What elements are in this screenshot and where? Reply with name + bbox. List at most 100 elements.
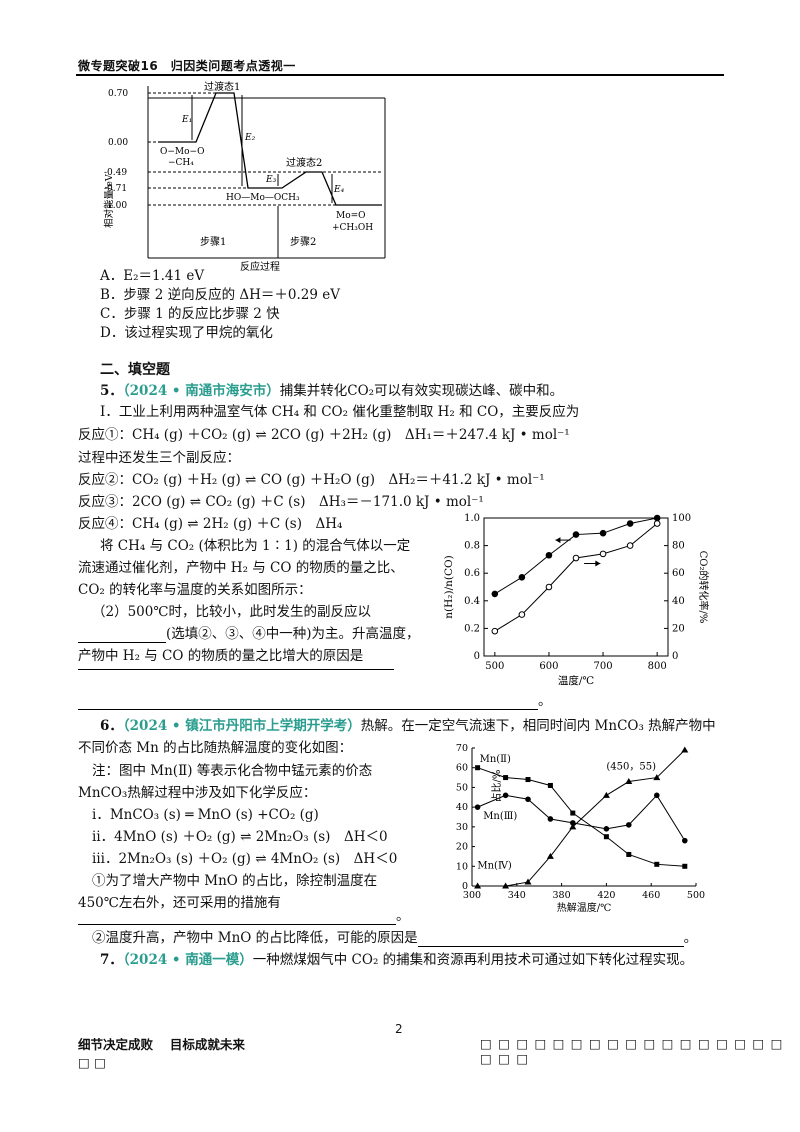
e4-label: E₄ [333, 185, 345, 195]
q4-option-c: C．步骤 1 的反应比步骤 2 快 [100, 306, 280, 322]
chart1-ytick-label: 0 [474, 651, 480, 662]
chart2-xtick-label: 500 [687, 890, 705, 901]
chart2-series-2-point [569, 823, 577, 830]
chart1-series-1-point [545, 583, 553, 591]
chart2-series-2-point [524, 878, 532, 885]
q6-reaction-ii: ⅱ．4MnO (s) ＋O₂ (g) ⇌ 2Mn₂O₃ (s) ΔH＜0 [92, 829, 388, 845]
chart2-series-1-point [502, 792, 509, 799]
chart1-y2tick-label: 40 [672, 596, 685, 607]
tick-neg-1-00: -1.00 [104, 201, 127, 211]
q6-blank-1[interactable] [78, 910, 396, 925]
q7-stem: 7．（2024 • 南通一模）一种燃煤烟气中 CO₂ 的捕集和资源再利用技术可通… [100, 951, 693, 969]
step2-label: 步骤2 [290, 236, 316, 248]
chart2-series-1-point [682, 837, 688, 844]
footer-left: 细节决定成败 目标成就未来 □ □ [78, 1036, 245, 1072]
chart1-series-1-point [518, 611, 526, 618]
chart1-arrow-right-head [595, 560, 601, 567]
chart1-series-0-point [599, 529, 607, 537]
chart2-series-2-point [602, 791, 610, 798]
ts2-label: 过渡态2 [286, 156, 322, 169]
chart2-series-0-point [547, 782, 553, 788]
q6-q1-line1: ①为了增大产物中 MnO 的占比，除控制温度在 [92, 873, 378, 889]
chart2-ytick-label: 30 [456, 822, 468, 833]
chart1-y2tick-label: 100 [672, 513, 691, 524]
e2-label: E₂ [244, 133, 256, 143]
chart2-ytick-label: 50 [456, 782, 468, 793]
q5-blank-2[interactable] [78, 655, 394, 670]
chart1-series-1-point [599, 550, 607, 558]
chart1-series-1-point [491, 627, 499, 635]
tick-neg-0-49: -0.49 [104, 168, 127, 178]
chart2-series-2-point [625, 778, 633, 785]
footer-slogan: 细节决定成败 目标成就未来 [78, 1037, 245, 1052]
chart1-arrow-left-head [555, 537, 561, 544]
q6-stem: 6．（2024 • 镇江市丹阳市上学期开学考）热解。在一定空气流速下，相同时间内… [100, 717, 716, 735]
chart1-ytick-label: 1.0 [464, 513, 480, 524]
chart1-xlabel: 温度/℃ [558, 674, 595, 687]
footer-right: □ □ □ □ □ □ □ □ □ □ □ □ □ □ □ □ □ □ □ □ [480, 1036, 784, 1066]
chart1-ytick-label: 0.6 [464, 568, 480, 579]
q5-reaction-3: 反应③：2CO (g) ⇌ CO₂ (g) ＋C (s) ΔH₃＝－171.0 … [78, 494, 484, 510]
chart2-series-1-point [570, 820, 576, 826]
e1-label: E₁ [181, 115, 192, 125]
q5-side-reactions: 过程中还发生三个副反应： [78, 450, 240, 466]
q5-part1: Ⅰ．工业上利用两种温室气体 CH₄ 和 CO₂ 催化重整制取 H₂ 和 CO，主… [100, 404, 580, 420]
e3-label: E₃ [265, 175, 277, 185]
q5-q2-line3: 产物中 H₂ 与 CO 的物质的量之比增大的原因是 [78, 648, 364, 664]
chart2-series-2-point [474, 882, 482, 889]
q5-para-3: CO₂ 的转化率与温度的关系如图所示： [78, 582, 312, 598]
chart1-xtick-label: 700 [594, 661, 613, 672]
chart1-series-0-point [653, 514, 661, 522]
chart2-series-0-point [525, 777, 531, 783]
q6-blank-2[interactable] [417, 932, 684, 947]
chart2-series-2-point [502, 882, 510, 889]
q5-reaction-2: 反应②：CO₂ (g) ＋H₂ (g) ⇌ CO (g) ＋H₂O (g) ΔH… [78, 472, 545, 488]
chart1-y2tick-label: 0 [672, 651, 678, 662]
chart2-xtick-label: 340 [508, 890, 526, 901]
chart2-series-2-point [653, 774, 661, 781]
chart2-label-mn2: Mn(Ⅱ) [480, 754, 511, 765]
chart1-series-1-point [653, 520, 661, 527]
q6-line2: 不同价态 Mn 的占比随热解温度的变化如图： [78, 740, 353, 756]
chart2-ytick-label: 40 [456, 802, 468, 813]
chart2-annotation: (450，55) [606, 762, 656, 773]
q5-end: 。 [538, 693, 552, 709]
chart1-y2tick-label: 60 [672, 568, 685, 579]
q5-q2-line4: 。 [78, 692, 552, 710]
q5-stem: 5．（2024 • 南通市海安市）捕集并转化CO₂可以有效实现碳达峰、碳中和。 [100, 382, 563, 400]
ts1-label: 过渡态1 [204, 80, 240, 93]
chart1-ytick-label: 0.8 [464, 541, 480, 552]
q5-para-1: 将 CH₄ 与 CO₂ (体积比为 1∶1) 的混合气体以一定 [100, 538, 411, 554]
q6-note1: 注：图中 Mn(Ⅱ) 等表示化合物中锰元素的价态 [92, 763, 373, 779]
chart2-series-1-point [603, 826, 610, 832]
species1-b: −CH₄ [168, 158, 194, 168]
q5-blank-3[interactable] [78, 695, 538, 710]
chart1-ylabel: n(H₂)/n(CO) [443, 555, 455, 618]
chart1-series-0-point [518, 574, 526, 581]
tick-0-70: 0.70 [108, 89, 128, 99]
chart2-xlabel: 热解温度/℃ [557, 901, 612, 914]
header-rule [76, 74, 724, 76]
chart1-series-0-point [626, 520, 634, 527]
q5-intro: 捕集并转化CO₂可以有效实现碳达峰、碳中和。 [279, 383, 564, 399]
q6-q2: ②温度升高，产物中 MnO 的占比降低，可能的原因是 。 [92, 929, 697, 947]
q5-para-2: 流速通过催化剂，产物中 H₂ 与 CO 的物质的量之比、 [78, 560, 404, 576]
q6-q1-line3: 。 [78, 907, 410, 925]
ylabel: 相对能量/eV [103, 174, 115, 228]
chart1-xtick-label: 600 [539, 661, 558, 672]
chart2-ytick-label: 20 [456, 842, 468, 853]
q7-intro: 一种燃煤烟气中 CO₂ 的捕集和资源再利用技术可通过如下转化过程实现。 [252, 952, 694, 968]
chart1-y2label: CO₂的转化率/% [697, 551, 710, 624]
q5-blank-1[interactable] [78, 628, 166, 643]
chart2-series-1-point [525, 796, 531, 803]
q6-reaction-i: ⅰ．MnCO₃ (s) ═ MnO (s) +CO₂ (g) [92, 807, 319, 823]
chart1-xtick-label: 800 [648, 661, 667, 672]
q6-reaction-iii: ⅲ．2Mn₂O₃ (s) ＋O₂ (g) ⇌ 4MnO₂ (s) ΔH＜0 [92, 851, 398, 867]
q5-reaction-4: 反应④：CH₄ (g) ⇌ 2H₂ (g) ＋C (s) ΔH₄ [78, 516, 343, 532]
chart2-series-1-point [547, 816, 554, 822]
chart1-frame [483, 517, 669, 657]
q6-q1-end: 。 [396, 908, 410, 924]
footer-missing-glyphs: □ □ [78, 1055, 106, 1070]
chart2-ylabel: 占比/% [490, 770, 503, 803]
q6-q2-text: ②温度升高，产物中 MnO 的占比降低，可能的原因是 [92, 930, 418, 946]
